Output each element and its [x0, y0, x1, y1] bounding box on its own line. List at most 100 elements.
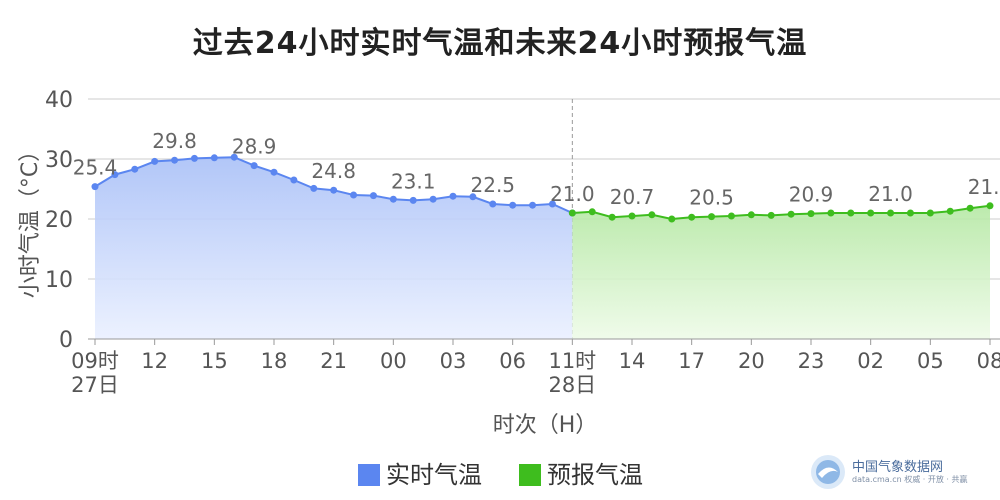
data-point [529, 201, 537, 209]
x-tick-label: 15 [201, 349, 228, 373]
data-point [568, 209, 576, 217]
data-point [409, 196, 417, 204]
cma-logo-icon [811, 455, 845, 489]
data-point [310, 184, 318, 192]
x-tick-label: 03 [440, 349, 467, 373]
data-point [190, 154, 198, 162]
data-point [210, 154, 218, 162]
data-label: 23.1 [391, 169, 436, 193]
data-point [469, 193, 477, 201]
data-point [230, 153, 238, 161]
x-tick-sublabel: 27日 [71, 373, 119, 397]
x-tick-label: 08 [977, 349, 1000, 373]
data-label: 20.5 [689, 186, 734, 210]
series-areas [95, 157, 990, 339]
x-tick-label: 05 [917, 349, 944, 373]
data-point [369, 192, 377, 200]
x-tick-label: 00 [380, 349, 407, 373]
y-tick-label: 30 [45, 148, 73, 173]
data-point [290, 176, 298, 184]
series-line [572, 204, 991, 221]
data-point [489, 200, 497, 208]
x-tick-label: 02 [857, 349, 884, 373]
data-point [926, 209, 934, 217]
watermark-url: data.cma.cn 权威 · 开放 · 共赢 [852, 475, 968, 484]
data-point [509, 201, 517, 209]
legend-label: 实时气温 [386, 461, 482, 489]
data-point [648, 211, 656, 219]
legend-label: 预报气温 [547, 461, 643, 489]
data-point [946, 207, 954, 215]
x-tick-label: 21 [320, 349, 347, 373]
legend-swatch [519, 464, 541, 486]
data-point [588, 208, 596, 216]
x-tick-sublabel: 28日 [548, 373, 596, 397]
chart-title: 过去24小时实时气温和未来24小时预报气温 [192, 26, 808, 61]
data-label: 25.4 [73, 156, 118, 180]
data-point [330, 186, 338, 194]
data-point [250, 162, 258, 170]
series-area [572, 205, 990, 339]
y-tick-label: 10 [45, 268, 73, 293]
x-tick-label: 12 [141, 349, 168, 373]
data-label: 22.5 [471, 173, 516, 197]
y-tick-label: 0 [59, 328, 73, 353]
y-tick-label: 20 [45, 208, 73, 233]
data-label: 20.7 [610, 185, 655, 209]
x-tick-label: 17 [678, 349, 705, 373]
x-tick-label: 20 [738, 349, 765, 373]
watermark-name: 中国气象数据网 [852, 460, 944, 475]
data-point [628, 212, 636, 220]
data-point [747, 211, 755, 219]
data-label: 28.9 [232, 135, 277, 159]
data-point [548, 200, 556, 208]
data-point [389, 195, 397, 203]
data-point [767, 211, 775, 219]
data-point [131, 165, 139, 173]
x-tick-label: 09时 [71, 349, 119, 373]
data-point [867, 209, 875, 217]
x-tick-label: 06 [499, 349, 526, 373]
data-label: 24.8 [311, 159, 356, 183]
legend: 实时气温 预报气温 [358, 461, 643, 489]
data-point [668, 215, 676, 223]
data-point [350, 191, 358, 199]
data-point [270, 168, 278, 176]
data-point [111, 171, 119, 179]
x-tick-label: 23 [798, 349, 825, 373]
x-axis-label: 时次（H） [493, 413, 598, 438]
data-point [429, 195, 437, 203]
series-area [95, 157, 573, 339]
x-tick-label: 11时 [548, 349, 596, 373]
data-label: 29.8 [152, 129, 197, 153]
data-point [787, 210, 795, 218]
data-point [151, 157, 159, 165]
data-point [807, 210, 815, 218]
x-tick-label: 18 [261, 349, 288, 373]
series-points [91, 153, 994, 223]
y-tick-label: 40 [45, 88, 73, 113]
data-label: 21.0 [550, 182, 595, 206]
data-point [827, 209, 835, 217]
data-label: 21.8 [968, 175, 1000, 199]
data-labels: 25.4 29.8 28.9 24.8 23.1 22.5 21.0 20.7 20.5 20.9… [73, 129, 1000, 209]
data-point [847, 209, 855, 217]
data-point [449, 192, 457, 200]
data-label: 20.9 [789, 183, 834, 207]
legend-swatch [358, 464, 380, 486]
data-point [727, 212, 735, 220]
data-point [91, 183, 99, 191]
watermark: 中国气象数据网 data.cma.cn 权威 · 开放 · 共赢 [808, 452, 978, 492]
data-point [906, 209, 914, 217]
y-axis-label: 小时气温（°C） [18, 140, 43, 298]
data-point [608, 213, 616, 221]
data-label: 21.0 [868, 182, 913, 206]
data-point [887, 209, 895, 217]
data-point [688, 213, 696, 221]
data-point [708, 213, 716, 221]
data-point [966, 204, 974, 212]
data-point [986, 202, 994, 210]
data-point [171, 156, 179, 164]
